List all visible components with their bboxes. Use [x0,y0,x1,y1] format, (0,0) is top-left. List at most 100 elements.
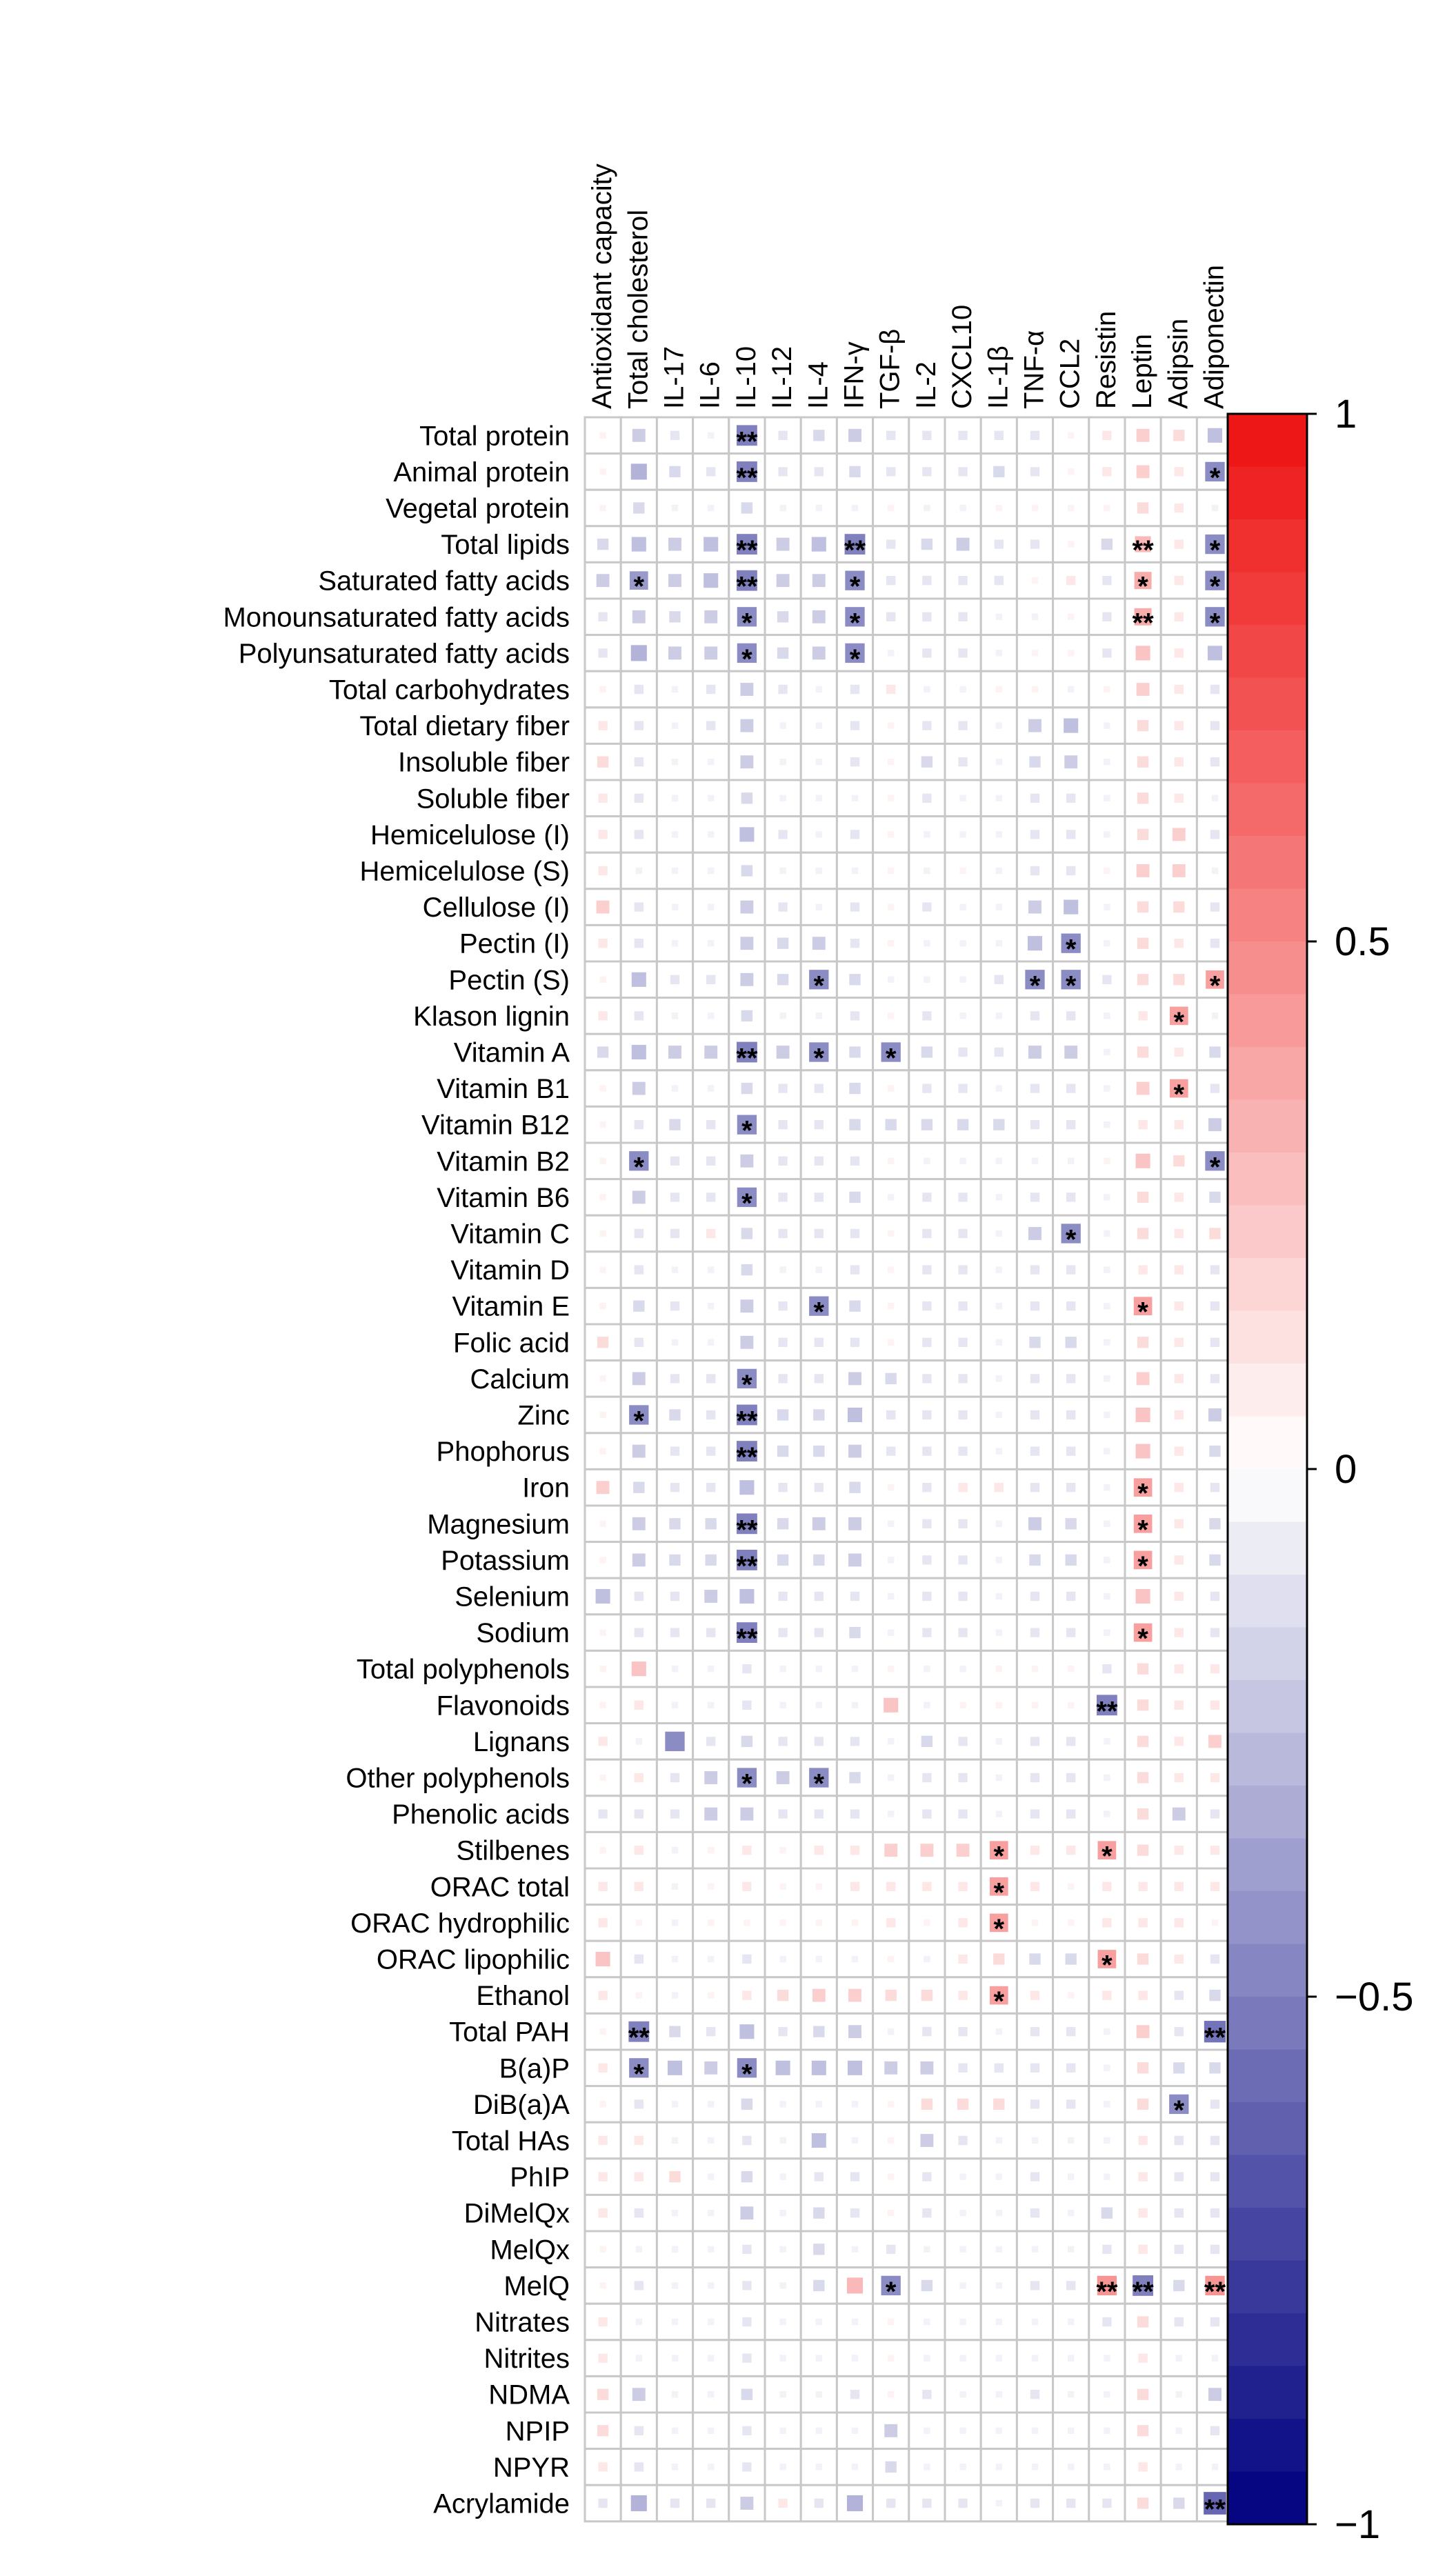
correlation-square [598,2135,608,2146]
correlation-square [886,1881,896,1891]
correlation-square [814,1084,824,1093]
correlation-square [850,1881,860,1891]
correlation-square [1136,1081,1150,1095]
correlation-square [1027,936,1043,951]
correlation-square [1066,1483,1076,1492]
significance-marker: * [1210,463,1221,493]
correlation-square [1031,1157,1039,1165]
correlation-square [1030,1120,1040,1130]
color-scale-band [1228,2313,1307,2367]
correlation-square [1031,504,1039,512]
correlation-square [995,867,1003,875]
significance-marker: ** [736,1624,758,1654]
correlation-square [1174,648,1184,658]
correlation-square [994,1483,1004,1492]
correlation-square [1030,1990,1040,2000]
correlation-square [958,2063,968,2073]
row-label: DiMelQx [464,2199,570,2229]
correlation-square [958,1519,968,1528]
correlation-square [1061,933,1081,953]
correlation-square [921,2279,933,2292]
correlation-square [959,2209,966,2217]
correlation-square [1066,1011,1076,1021]
correlation-square [1174,503,1184,513]
correlation-square [1138,1120,1148,1130]
correlation-square [1065,1518,1077,1530]
correlation-square [1209,1228,1221,1239]
correlation-square [779,867,786,875]
correlation-square [634,1700,644,1710]
correlation-square [1174,1918,1184,1928]
correlation-square [887,1484,895,1491]
correlation-square [1030,1265,1040,1275]
correlation-square [1210,1773,1220,1783]
correlation-square [598,1918,608,1928]
correlation-square [924,2427,930,2435]
significance-marker: * [634,1406,645,1437]
correlation-square [1210,1337,1220,1347]
correlation-square [814,1337,824,1347]
grid-cell [979,1686,1018,1725]
correlation-square [1210,2135,1220,2146]
correlation-square [922,1446,932,1456]
correlation-square [989,1841,1008,1860]
correlation-square [706,1483,716,1492]
correlation-square [995,1557,1003,1564]
correlation-square [742,1954,752,1964]
row-label: NPIP [506,2416,570,2446]
correlation-square [959,795,966,802]
correlation-square [1028,1046,1041,1059]
correlation-square [634,2099,644,2109]
correlation-square [1067,468,1075,475]
correlation-square [707,2173,715,2180]
correlation-square [669,1518,681,1530]
correlation-square [598,648,608,658]
correlation-square [1067,2427,1075,2435]
row-label: Cellulose (I) [423,892,570,923]
correlation-square [922,1301,932,1311]
significance-marker: * [814,1297,825,1328]
correlation-square [1064,899,1079,915]
correlation-square [886,1918,896,1928]
correlation-square [1174,1881,1184,1891]
correlation-square [887,1194,895,1201]
correlation-square [813,430,825,441]
correlation-square [993,2098,1005,2110]
correlation-square [629,1405,649,1425]
correlation-square [814,1374,824,1384]
correlation-square [1067,541,1075,548]
color-scale-band [1228,2260,1307,2314]
correlation-square [631,537,646,552]
correlation-square [1104,1266,1110,1273]
correlation-square [707,1919,715,1926]
correlation-square [707,2464,715,2470]
correlation-square [959,2318,966,2326]
correlation-square [1030,1628,1040,1637]
correlation-square [598,1990,608,2000]
correlation-square [1031,686,1039,693]
correlation-square [707,1339,715,1346]
significance-marker: * [814,970,825,1001]
correlation-square [809,970,829,990]
correlation-square [811,537,826,552]
correlation-square [814,1228,824,1239]
significance-marker: * [1210,535,1221,566]
correlation-square [815,2355,823,2362]
correlation-square [670,1628,680,1637]
correlation-square [1031,650,1039,657]
correlation-square [1133,1478,1153,1497]
correlation-square [1066,1446,1076,1456]
correlation-square [778,684,788,695]
correlation-square [1209,1445,1221,1457]
correlation-square [815,686,823,693]
correlation-square [959,1701,966,1709]
correlation-square [959,1012,966,1019]
correlation-square [1138,1011,1148,1021]
color-scale-bar [1226,412,1308,2526]
correlation-square [1102,2498,1112,2508]
correlation-square [887,976,895,984]
correlation-square [671,903,679,910]
correlation-square [1030,1483,1040,1492]
correlation-square [635,2355,643,2362]
correlation-square [671,2464,679,2470]
